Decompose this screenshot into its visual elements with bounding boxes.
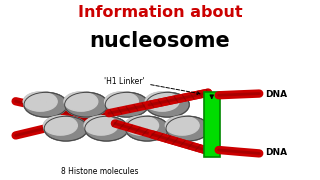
Circle shape bbox=[64, 92, 98, 111]
Circle shape bbox=[44, 116, 87, 141]
Text: 8 Histone molecules: 8 Histone molecules bbox=[61, 167, 139, 176]
Circle shape bbox=[105, 92, 148, 117]
Circle shape bbox=[84, 116, 118, 135]
Circle shape bbox=[44, 116, 87, 141]
Text: 'H1 Linker': 'H1 Linker' bbox=[104, 77, 144, 86]
Text: DNA: DNA bbox=[265, 148, 287, 157]
Circle shape bbox=[64, 92, 98, 111]
Circle shape bbox=[23, 92, 57, 111]
Circle shape bbox=[145, 92, 179, 111]
Circle shape bbox=[105, 92, 138, 111]
Circle shape bbox=[23, 92, 57, 111]
Circle shape bbox=[125, 116, 158, 135]
Circle shape bbox=[44, 116, 77, 135]
Circle shape bbox=[166, 116, 209, 141]
Circle shape bbox=[125, 116, 158, 135]
Text: nucleosome: nucleosome bbox=[90, 31, 230, 51]
Circle shape bbox=[85, 116, 128, 141]
Circle shape bbox=[105, 92, 138, 111]
Circle shape bbox=[24, 92, 67, 117]
Circle shape bbox=[85, 116, 128, 141]
Circle shape bbox=[44, 116, 77, 135]
Circle shape bbox=[105, 92, 148, 117]
Circle shape bbox=[145, 92, 179, 111]
Text: DNA: DNA bbox=[265, 90, 287, 99]
Bar bbox=[204, 92, 220, 157]
Circle shape bbox=[65, 92, 108, 117]
Circle shape bbox=[125, 116, 169, 141]
Circle shape bbox=[125, 116, 169, 141]
Text: Information about: Information about bbox=[78, 5, 242, 20]
Circle shape bbox=[146, 92, 189, 117]
Circle shape bbox=[84, 116, 118, 135]
Circle shape bbox=[165, 116, 199, 135]
Circle shape bbox=[24, 92, 67, 117]
Circle shape bbox=[165, 116, 199, 135]
Circle shape bbox=[65, 92, 108, 117]
Circle shape bbox=[146, 92, 189, 117]
Circle shape bbox=[166, 116, 209, 141]
